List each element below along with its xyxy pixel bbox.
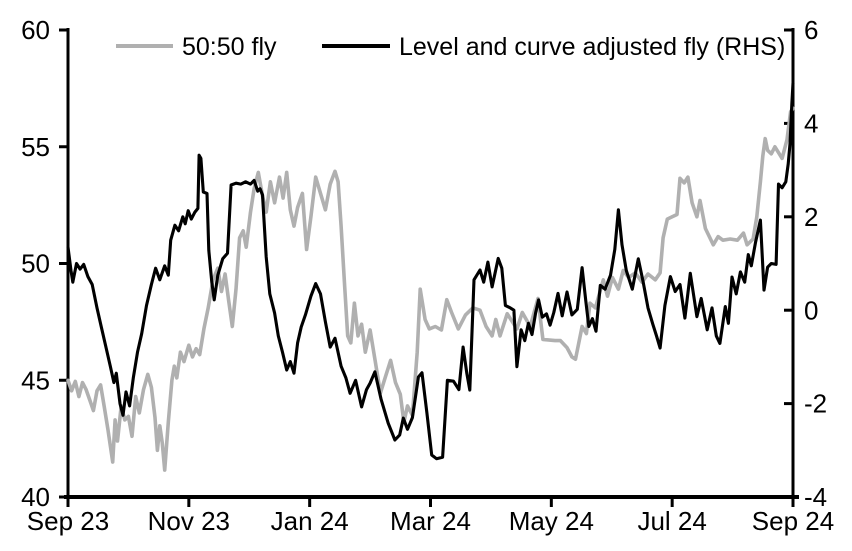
legend-label-adjusted-fly: Level and curve adjusted fly (RHS): [399, 33, 785, 61]
x-axis-tick-label: May 24: [509, 506, 594, 536]
series-lines: [66, 81, 795, 472]
left-axis-tick-label: 45: [21, 365, 50, 395]
left-axis-tick-label: 55: [21, 132, 50, 162]
legend-label-5050-fly: 50:50 fly: [182, 33, 277, 61]
x-axis-tick-label: Sep 23: [27, 506, 109, 536]
x-axis-tick-label: Nov 23: [148, 506, 230, 536]
x-axis-tick-label: Sep 24: [752, 506, 834, 536]
series-line-adjusted-fly: [66, 81, 795, 461]
right-axis-tick-label: 2: [804, 202, 818, 232]
legend: 50:50 fly Level and curve adjusted fly (…: [116, 33, 785, 61]
right-axis-tick-label: -2: [804, 389, 827, 419]
right-axis-tick-label: 0: [804, 295, 818, 325]
left-axis-tick-label: 60: [21, 15, 50, 45]
right-axis-tick-label: 4: [804, 109, 818, 139]
series-line-5050-fly: [66, 106, 795, 472]
right-axis-tick-label: -4: [804, 482, 827, 512]
x-axis-tick-label: Jan 24: [271, 506, 349, 536]
left-axis-tick-label: 40: [21, 482, 50, 512]
axes: 40 45 50 55 60 -4 -2 0 2 4 6 Sep 23 Nov 23 Jan 24 Mar …: [21, 15, 834, 536]
left-axis-tick-label: 50: [21, 249, 50, 279]
right-axis-tick-label: 6: [804, 15, 818, 45]
x-axis-tick-label: Mar 24: [390, 506, 471, 536]
x-axis-tick-label: Jul 24: [637, 506, 706, 536]
